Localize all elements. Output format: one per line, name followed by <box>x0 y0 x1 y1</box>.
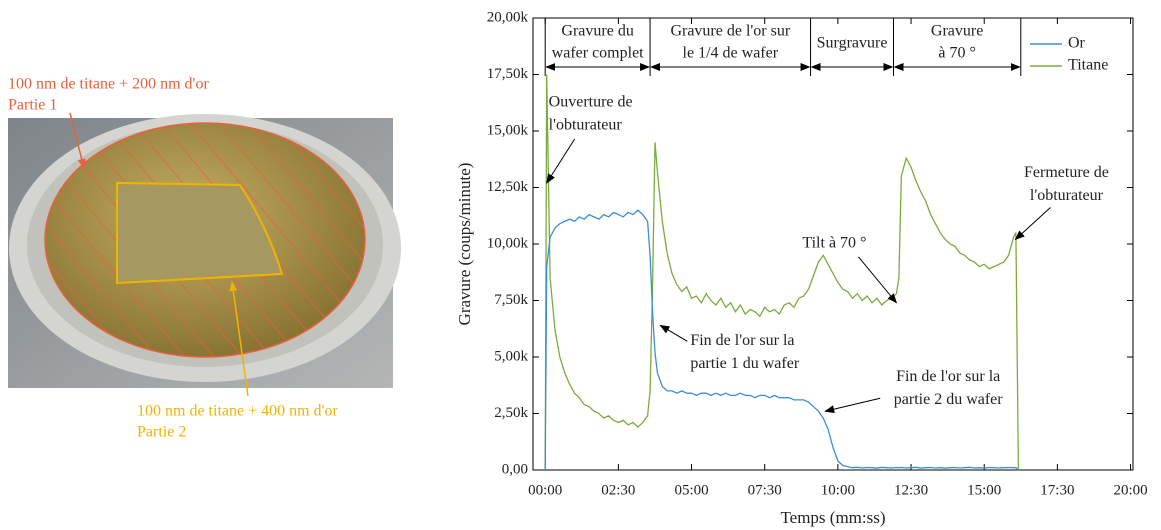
annotation-text: partie 1 du wafer <box>690 355 800 372</box>
x-axis-label: Temps (mm:ss) <box>780 508 885 527</box>
annotation-text: l'obturateur <box>1030 187 1104 204</box>
phase-label: Gravure du <box>561 23 633 40</box>
annotation-arrow <box>546 138 576 184</box>
y-tick-label: 7,50k <box>494 292 528 308</box>
phase-label: wafer complet <box>552 45 645 62</box>
annotation-text: Fin de l'or sur la <box>690 332 794 349</box>
x-tick-label: 02:30 <box>601 482 635 498</box>
annotation-arrow <box>824 397 881 414</box>
x-tick-label: 07:30 <box>748 482 782 498</box>
x-tick-label: 05:00 <box>674 482 708 498</box>
annotation-text: Tilt à 70 ° <box>802 234 866 251</box>
photo-label: Partie 1 <box>8 97 57 114</box>
y-tick-label: 5,00k <box>494 348 528 364</box>
x-tick-label: 17:30 <box>1040 482 1074 498</box>
data-line <box>544 74 1020 471</box>
x-tick-label: 12:30 <box>894 482 928 498</box>
x-tick-label: 20:00 <box>1113 482 1147 498</box>
phase-label: Gravure <box>931 23 983 40</box>
wafer-photo <box>8 112 401 397</box>
annotation-arrow <box>858 256 898 304</box>
x-tick-label: 10:00 <box>821 482 855 498</box>
y-tick-label: 10,00k <box>487 235 529 251</box>
annotation-text: partie 2 du wafer <box>894 391 1004 408</box>
y-tick-label: 17,50k <box>487 66 529 82</box>
y-axis-label: Gravure (coups/minute) <box>455 163 474 326</box>
photo-label: 100 nm de titane + 400 nm d'or <box>137 403 338 420</box>
phase-label: à 70 ° <box>938 45 976 62</box>
annotation-arrow <box>659 324 688 342</box>
x-tick-label: 00:00 <box>528 482 562 498</box>
annotation-text: Ouverture de <box>549 94 633 111</box>
photo-label: Partie 2 <box>137 424 186 441</box>
y-tick-label: 20,00k <box>487 9 529 25</box>
y-tick-label: 15,00k <box>487 122 529 138</box>
phase-label: Gravure de l'or sur <box>670 23 790 40</box>
legend-label: Or <box>1068 35 1086 52</box>
x-tick-label: 15:00 <box>967 482 1001 498</box>
phase-label: Surgravure <box>817 35 888 52</box>
legend-label: Titane <box>1068 57 1108 74</box>
annotation-arrow <box>1014 207 1051 241</box>
data-line <box>544 209 1019 471</box>
photo-label: 100 nm de titane + 200 nm d'or <box>8 76 209 93</box>
annotation-text: Fin de l'or sur la <box>896 368 1000 385</box>
y-tick-label: 2,50k <box>494 405 528 421</box>
y-tick-label: 12,50k <box>487 179 529 195</box>
phase-label: le 1/4 de wafer <box>683 45 779 62</box>
annotation-text: l'obturateur <box>549 117 623 134</box>
y-tick-label: 0,00 <box>502 461 528 477</box>
annotation-text: Fermeture de <box>1024 164 1109 181</box>
